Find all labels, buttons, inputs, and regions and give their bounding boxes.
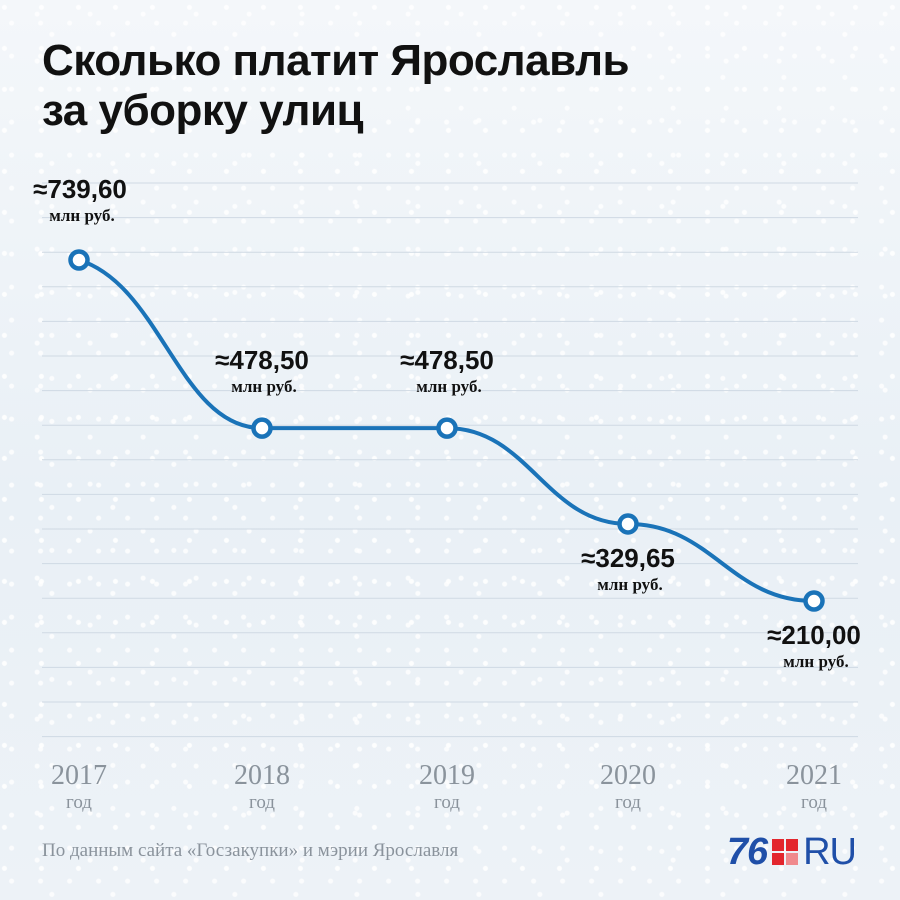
data-label-unit: млн руб. — [416, 377, 481, 396]
data-point — [803, 590, 825, 612]
data-label-value: ≈329,65 — [581, 543, 675, 573]
data-label-unit: млн руб. — [783, 652, 848, 671]
chart-title: Сколько платит Ярославль за уборку улиц — [42, 36, 630, 136]
x-tick-label: 2019 — [419, 760, 475, 791]
data-point — [436, 417, 458, 439]
data-label-unit: млн руб. — [231, 377, 296, 396]
data-label-unit: млн руб. — [49, 206, 114, 225]
x-tick-sublabel: год — [66, 792, 92, 813]
source-note: По данным сайта «Госзакупки» и мэрии Яро… — [42, 840, 459, 861]
logo-suffix: RU — [803, 831, 857, 873]
x-tick-sublabel: год — [249, 792, 275, 813]
x-tick-label: 2021 — [786, 760, 842, 791]
x-tick-sublabel: год — [801, 792, 827, 813]
data-label-value: ≈739,60 — [33, 174, 127, 204]
title-line-2: за уборку улиц — [42, 86, 364, 135]
x-tick-label: 2020 — [600, 760, 656, 791]
data-label-value: ≈478,50 — [215, 345, 309, 375]
logo-76ru[interactable]: 76 RU — [726, 831, 857, 873]
data-label-unit: млн руб. — [597, 575, 662, 594]
data-label-value: ≈210,00 — [767, 620, 861, 650]
x-tick-label: 2018 — [234, 760, 290, 791]
logo-square-icon — [772, 839, 799, 865]
data-label-value: ≈478,50 — [400, 345, 494, 375]
x-tick-sublabel: год — [615, 792, 641, 813]
x-tick-sublabel: год — [434, 792, 460, 813]
data-point — [617, 513, 639, 535]
x-tick-label: 2017 — [51, 760, 107, 791]
data-point — [251, 417, 273, 439]
title-line-1: Сколько платит Ярославль — [42, 36, 630, 85]
logo-number: 76 — [726, 831, 768, 873]
data-point — [68, 249, 90, 271]
